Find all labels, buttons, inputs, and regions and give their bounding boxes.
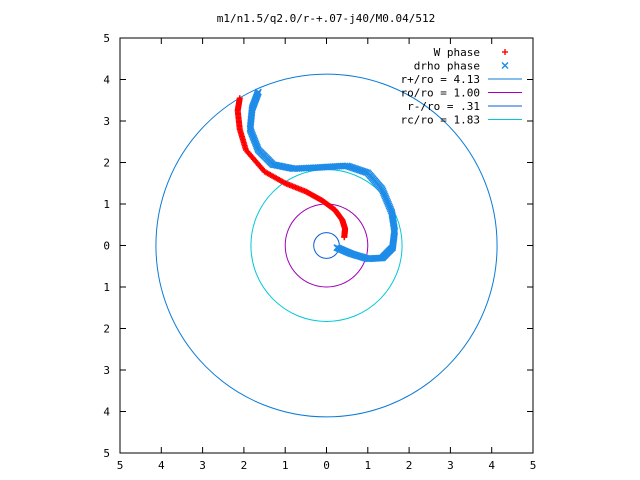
legend-label: rc/ro = 1.83 xyxy=(401,114,480,127)
drho-phase-series xyxy=(246,88,399,263)
chart-title: m1/n1.5/q2.0/r-+.07-j40/M0.04/512 xyxy=(217,12,436,25)
x-tick-label: 0 xyxy=(323,459,330,472)
drho-phase-point xyxy=(254,88,262,96)
legend-label: ro/ro = 1.00 xyxy=(401,87,480,100)
y-tick-label: 5 xyxy=(103,447,110,460)
y-tick-label: 5 xyxy=(103,32,110,45)
x-tick-label: 2 xyxy=(406,459,413,472)
x-tick-label: 3 xyxy=(447,459,454,472)
marker-stroke xyxy=(270,161,278,169)
legend-marker xyxy=(502,49,508,55)
radius-circle xyxy=(155,73,498,418)
marker-stroke xyxy=(501,62,509,69)
w-phase-point xyxy=(236,95,243,102)
marker-stroke xyxy=(388,210,396,218)
w-phase-series xyxy=(234,95,349,241)
y-tick-label: 2 xyxy=(103,157,110,170)
x-tick-label: 4 xyxy=(158,459,165,472)
legend-label: W phase xyxy=(434,46,480,59)
legend-label: r-/ro = .31 xyxy=(407,100,480,113)
x-tick-label: 1 xyxy=(282,459,289,472)
phase-markers xyxy=(234,88,399,263)
marker-stroke xyxy=(272,161,280,169)
legend-label: r+/ro = 4.13 xyxy=(401,73,480,86)
radius-circle xyxy=(284,203,369,288)
x-tick-label: 3 xyxy=(199,459,206,472)
legend-label: drho phase xyxy=(414,60,480,73)
y-tick-label: 3 xyxy=(103,364,110,377)
x-tick-label: 5 xyxy=(117,459,124,472)
y-tick-label: 4 xyxy=(103,406,110,419)
y-tick-label: 2 xyxy=(103,323,110,336)
y-tick-label: 1 xyxy=(103,198,110,211)
y-tick-label: 4 xyxy=(103,74,110,87)
marker-stroke xyxy=(254,88,262,96)
y-tick-label: 1 xyxy=(103,281,110,294)
y-tick-label: 3 xyxy=(103,115,110,128)
x-tick-label: 4 xyxy=(488,459,495,472)
x-tick-label: 1 xyxy=(364,459,371,472)
y-tick-label: 0 xyxy=(103,240,110,253)
legend-marker xyxy=(501,62,509,69)
x-tick-label: 5 xyxy=(530,459,537,472)
x-tick-label: 2 xyxy=(241,459,248,472)
